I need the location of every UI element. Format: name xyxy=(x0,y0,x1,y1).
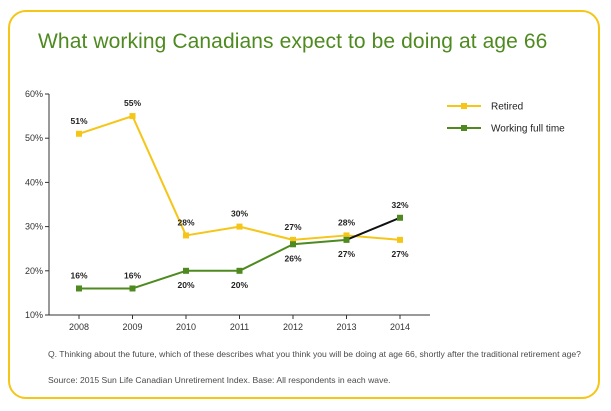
y-tick-label: 30% xyxy=(25,222,43,232)
legend-retired-marker xyxy=(461,103,467,109)
working-data-label: 26% xyxy=(284,253,301,263)
working-point xyxy=(76,285,82,292)
y-tick-label: 50% xyxy=(25,133,43,143)
retired-point xyxy=(397,236,403,243)
chart-axes: 60% 50% 40% 30% 20% 10% 2008 2009 2010 2011 2012 20… xyxy=(25,89,430,332)
retired-data-label: 27% xyxy=(284,222,301,232)
x-tick-label: 2011 xyxy=(230,322,249,332)
working-line-segment xyxy=(132,269,187,290)
data-labels: 51% 55% 28% 30% 27% 28% 27% 16% 16% 20% 20% 26% 27% 3… xyxy=(70,98,408,290)
retired-data-label: 55% xyxy=(124,98,141,108)
working-line-segment xyxy=(292,238,347,246)
working-point xyxy=(397,214,403,221)
y-tick-label: 10% xyxy=(25,310,43,320)
retired-point xyxy=(129,113,136,120)
working-point xyxy=(236,267,243,274)
retired-data-label: 30% xyxy=(231,209,248,219)
working-line-segment xyxy=(239,243,294,272)
retired-point xyxy=(183,232,189,239)
retired-point xyxy=(290,236,296,243)
retired-data-label: 28% xyxy=(338,217,355,227)
series-points xyxy=(76,113,403,292)
question-footnote: Q. Thinking about the future, which of t… xyxy=(48,349,581,359)
retired-point xyxy=(343,232,350,239)
y-tick-label: 40% xyxy=(25,177,43,187)
x-tick-label: 2014 xyxy=(390,322,410,332)
retired-line-segment xyxy=(292,234,347,241)
working-data-label: 20% xyxy=(177,280,194,290)
retired-point xyxy=(236,223,243,230)
x-tick-label: 2013 xyxy=(336,322,356,332)
working-data-label: 20% xyxy=(231,280,248,290)
legend-working-label: Working full time xyxy=(491,124,565,135)
working-point xyxy=(129,285,136,292)
working-data-label: 32% xyxy=(391,200,408,210)
chart-legend: Retired Working full time xyxy=(447,102,565,135)
chart-title: What working Canadians expect to be doin… xyxy=(38,30,548,53)
legend-working-marker xyxy=(461,125,467,131)
retired-line-segment xyxy=(131,115,187,236)
retired-line-segment xyxy=(78,115,133,135)
retired-line-segment xyxy=(239,225,294,241)
retired-data-label: 27% xyxy=(391,249,408,259)
working-point xyxy=(183,267,189,274)
retired-data-label: 28% xyxy=(177,217,194,227)
working-point xyxy=(343,236,350,243)
retired-point xyxy=(76,130,82,137)
working-data-label: 27% xyxy=(338,249,355,259)
legend-retired-label: Retired xyxy=(491,102,523,113)
working-data-label: 16% xyxy=(124,270,141,280)
x-tick-label: 2009 xyxy=(122,322,142,332)
y-tick-label: 20% xyxy=(25,266,43,276)
source-footnote: Source: 2015 Sun Life Canadian Unretirem… xyxy=(48,375,391,385)
x-tick-label: 2012 xyxy=(283,322,303,332)
retired-line-segment xyxy=(185,225,240,237)
working-point xyxy=(290,241,296,248)
y-tick-label: 60% xyxy=(25,89,43,99)
working-line-segment xyxy=(346,216,401,241)
working-data-label: 16% xyxy=(70,270,87,280)
x-tick-label: 2008 xyxy=(69,322,89,332)
chart-card xyxy=(8,10,600,399)
retired-data-label: 51% xyxy=(70,116,87,126)
x-tick-label: 2010 xyxy=(176,322,196,332)
series-lines xyxy=(78,115,401,290)
